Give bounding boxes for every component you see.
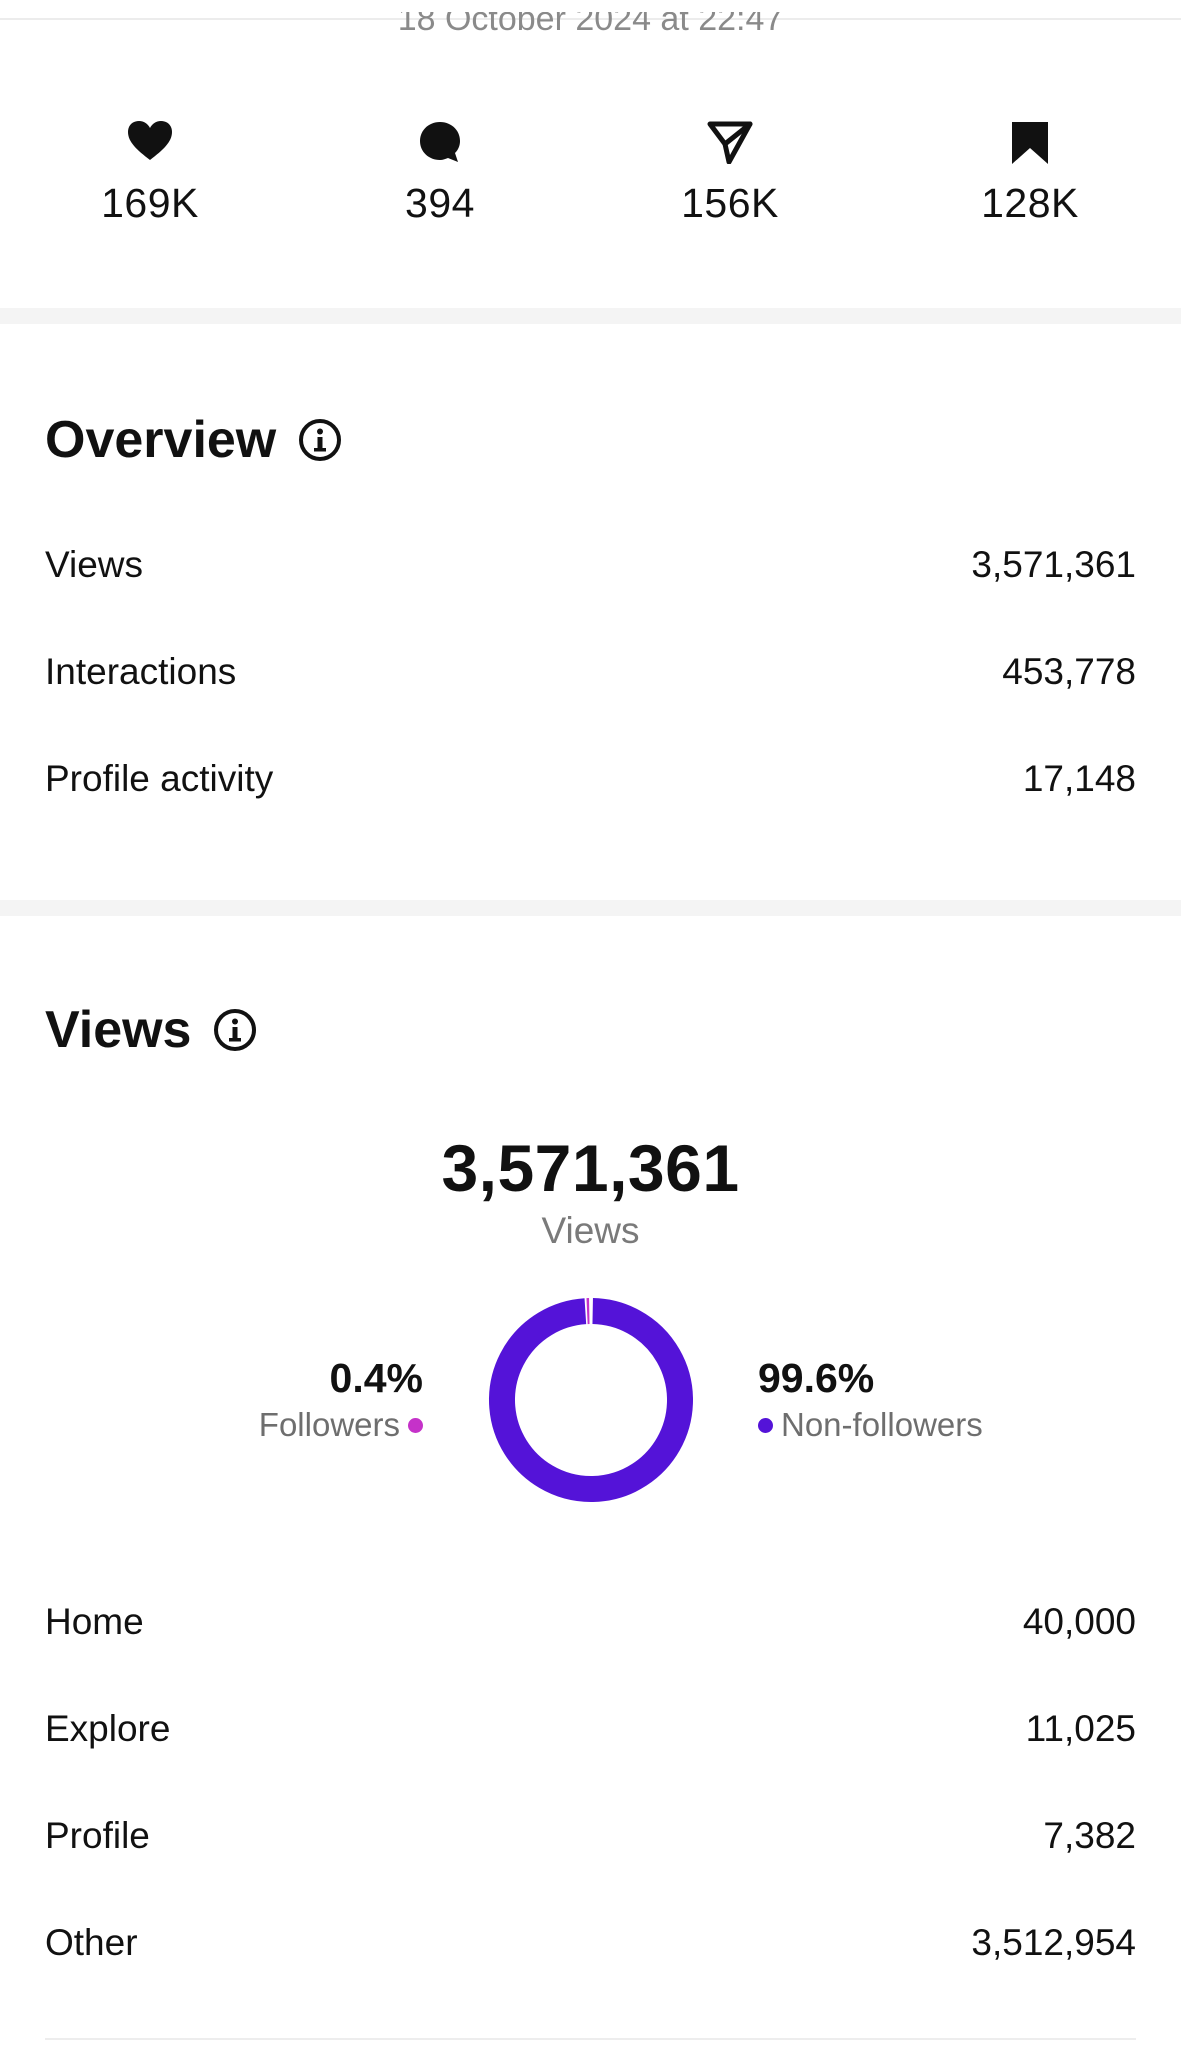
- followers-label: Followers: [258, 1406, 400, 1443]
- top-divider: [0, 18, 1181, 20]
- followers-percent: 0.4%: [329, 1355, 423, 1401]
- overview-title-text: Overview: [45, 411, 277, 469]
- row-value: 453,778: [1002, 651, 1136, 692]
- views-source-explore[interactable]: Explore 11,025: [45, 1699, 1136, 1759]
- views-title-text: Views: [45, 1001, 192, 1059]
- comments-count: 394: [405, 180, 475, 226]
- row-value: 3,571,361: [971, 544, 1136, 585]
- row-label: Views: [45, 544, 144, 585]
- nonfollowers-label: Non-followers: [781, 1406, 983, 1443]
- shares-stat[interactable]: 156K: [630, 120, 830, 227]
- row-label: Explore: [45, 1708, 171, 1749]
- saves-stat[interactable]: 128K: [930, 120, 1130, 227]
- row-value: 40,000: [1022, 1601, 1136, 1642]
- views-total: 3,571,361: [441, 1131, 740, 1205]
- row-label: Profile activity: [45, 758, 274, 799]
- row-value: 11,025: [1025, 1708, 1136, 1749]
- views-source-home[interactable]: Home 40,000: [45, 1592, 1136, 1652]
- row-value: 3,512,954: [971, 1922, 1136, 1963]
- saves-count: 128K: [981, 180, 1079, 226]
- views-source-other[interactable]: Other 3,512,954: [45, 1913, 1136, 1973]
- bookmark-icon: [930, 120, 1130, 170]
- row-label: Other: [45, 1922, 138, 1963]
- views-total-label: Views: [541, 1210, 640, 1251]
- followers-legend-label-row: Followers: [259, 1406, 423, 1444]
- views-donut-chart: [489, 1298, 693, 1502]
- section-divider: [0, 900, 1181, 916]
- nonfollowers-legend-label-row: Non-followers: [758, 1406, 983, 1444]
- row-value: 7,382: [1043, 1815, 1136, 1856]
- overview-row-views[interactable]: Views 3,571,361: [45, 535, 1136, 595]
- nonfollowers-percent: 99.6%: [758, 1355, 875, 1401]
- shares-count: 156K: [681, 180, 779, 226]
- followers-color-dot: [408, 1417, 423, 1433]
- nonfollowers-legend: 99.6% Non-followers: [758, 1355, 983, 1444]
- nonfollowers-color-dot: [758, 1417, 773, 1433]
- row-value: 17,148: [1022, 758, 1136, 799]
- views-title: Views: [45, 1000, 257, 1060]
- nonfollowers-slice: [489, 1298, 693, 1502]
- row-label: Interactions: [45, 651, 237, 692]
- comment-icon: [340, 120, 540, 170]
- info-icon[interactable]: [213, 1008, 257, 1052]
- comments-stat[interactable]: 394: [340, 120, 540, 227]
- overview-title: Overview: [45, 410, 342, 470]
- heart-icon: [50, 120, 250, 170]
- overview-row-interactions[interactable]: Interactions 453,778: [45, 642, 1136, 702]
- likes-count: 169K: [101, 180, 199, 226]
- bottom-divider: [45, 2038, 1136, 2040]
- section-divider: [0, 308, 1181, 324]
- row-label: Profile: [45, 1815, 150, 1856]
- row-label: Home: [45, 1601, 144, 1642]
- followers-legend: 0.4% Followers: [259, 1355, 423, 1444]
- info-icon[interactable]: [298, 418, 342, 462]
- engagement-row: 169K 394 156K 128K: [0, 120, 1181, 250]
- likes-stat[interactable]: 169K: [50, 120, 250, 227]
- share-icon: [630, 120, 830, 170]
- post-date: 18 October 2024 at 22:47: [397, 0, 784, 38]
- views-source-profile[interactable]: Profile 7,382: [45, 1806, 1136, 1866]
- overview-row-profile-activity[interactable]: Profile activity 17,148: [45, 749, 1136, 809]
